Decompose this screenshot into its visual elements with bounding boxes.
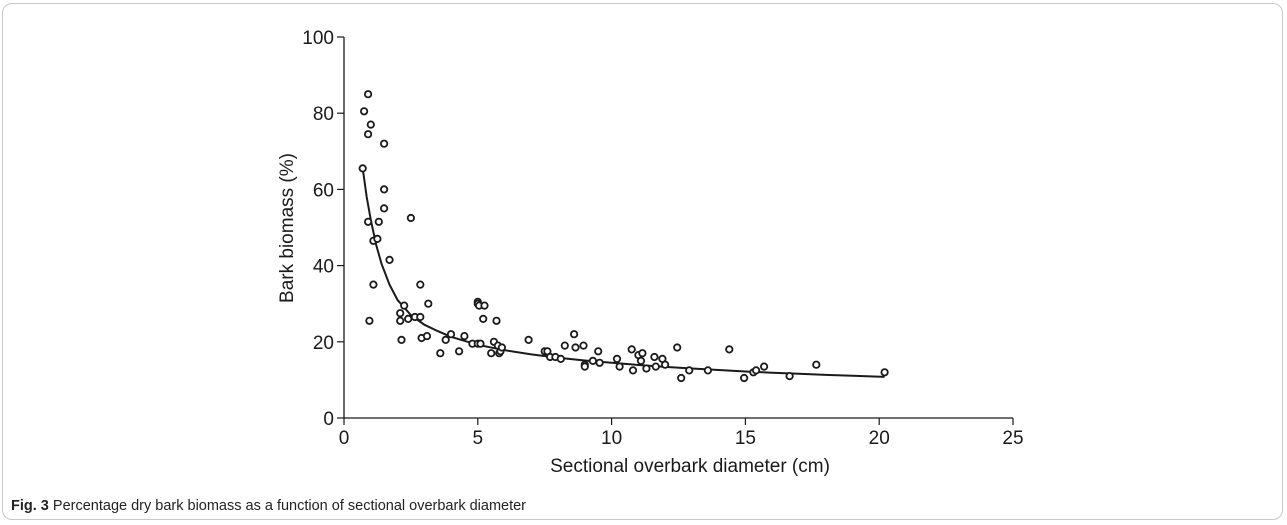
data-point bbox=[571, 343, 580, 352]
data-point bbox=[441, 335, 450, 344]
data-point bbox=[642, 364, 651, 373]
y-tick-label: 60 bbox=[313, 180, 334, 201]
x-tick-label: 25 bbox=[1002, 428, 1023, 449]
data-point bbox=[560, 341, 569, 350]
data-point bbox=[487, 349, 496, 358]
data-point bbox=[454, 347, 464, 356]
chart-axes: 0 20 40 60 80 100 0 5 10 15 20 25 bbox=[302, 28, 1023, 449]
data-point bbox=[569, 330, 579, 339]
x-axis-label: Sectional overbark diameter (cm) bbox=[550, 456, 830, 477]
data-point bbox=[359, 107, 369, 116]
data-points-layer bbox=[358, 90, 889, 383]
data-point bbox=[492, 316, 501, 325]
data-point bbox=[612, 354, 622, 363]
data-point bbox=[373, 234, 382, 243]
y-tick-label: 40 bbox=[313, 257, 334, 278]
data-point bbox=[812, 360, 821, 369]
data-point bbox=[579, 341, 588, 350]
fit-curve bbox=[361, 168, 885, 378]
data-point bbox=[416, 280, 425, 289]
data-point bbox=[479, 314, 488, 323]
data-point bbox=[476, 339, 485, 348]
data-point bbox=[379, 139, 389, 148]
data-point bbox=[436, 349, 445, 358]
fit-curve-layer bbox=[361, 168, 885, 378]
data-point bbox=[396, 309, 405, 318]
data-point bbox=[615, 362, 624, 371]
data-point bbox=[460, 331, 469, 341]
data-point bbox=[366, 120, 375, 129]
data-point bbox=[636, 356, 646, 365]
data-point bbox=[363, 90, 373, 99]
data-point bbox=[369, 280, 378, 289]
data-point bbox=[703, 366, 713, 375]
data-point bbox=[880, 368, 889, 377]
data-point bbox=[580, 362, 589, 371]
y-tick-label: 20 bbox=[313, 333, 334, 354]
x-tick-label: 10 bbox=[601, 428, 622, 449]
data-point bbox=[374, 217, 383, 226]
data-point bbox=[480, 301, 489, 310]
y-tick-label: 0 bbox=[323, 409, 334, 430]
data-point bbox=[358, 164, 367, 173]
data-point bbox=[751, 366, 761, 375]
data-point bbox=[385, 255, 394, 264]
y-tick-label: 100 bbox=[302, 28, 334, 49]
y-axis-label: Bark biomass (%) bbox=[277, 153, 298, 303]
data-point bbox=[595, 358, 604, 367]
data-point bbox=[397, 335, 406, 344]
figure-caption-text: Percentage dry bark biomass as a functio… bbox=[52, 498, 527, 514]
data-point bbox=[651, 362, 660, 371]
data-point bbox=[739, 373, 749, 383]
data-point bbox=[785, 371, 794, 381]
figure-caption: Fig. 3 Percentage dry bark biomass as a … bbox=[11, 498, 526, 514]
x-tick-label: 5 bbox=[473, 428, 484, 449]
data-point bbox=[677, 373, 686, 383]
data-point bbox=[556, 354, 565, 363]
data-point bbox=[725, 345, 734, 354]
data-point bbox=[396, 316, 405, 325]
data-point bbox=[422, 331, 432, 341]
data-point bbox=[588, 356, 598, 365]
data-point bbox=[400, 301, 409, 310]
figure-frame bbox=[2, 3, 1283, 520]
data-point bbox=[524, 335, 533, 344]
data-point bbox=[406, 213, 415, 223]
data-point bbox=[685, 366, 694, 375]
data-point bbox=[404, 314, 413, 323]
data-point bbox=[673, 343, 682, 352]
data-point bbox=[416, 312, 425, 322]
data-point bbox=[363, 130, 373, 139]
data-point bbox=[638, 349, 647, 358]
x-tick-label: 20 bbox=[869, 428, 890, 449]
data-point bbox=[660, 360, 670, 369]
x-tick-label: 15 bbox=[735, 428, 756, 449]
data-point bbox=[628, 366, 638, 375]
data-point bbox=[627, 345, 636, 354]
data-point bbox=[650, 352, 659, 362]
y-tick-label: 80 bbox=[313, 104, 334, 125]
x-tick-label: 0 bbox=[339, 428, 350, 449]
figure-caption-label: Fig. 3 bbox=[11, 498, 49, 514]
data-point bbox=[424, 299, 433, 308]
data-point bbox=[594, 347, 603, 356]
data-point bbox=[365, 316, 374, 325]
data-point bbox=[446, 330, 456, 339]
data-point bbox=[379, 204, 389, 213]
data-point bbox=[759, 362, 769, 371]
data-point bbox=[497, 343, 506, 352]
data-point bbox=[379, 185, 389, 194]
data-point bbox=[363, 217, 373, 226]
